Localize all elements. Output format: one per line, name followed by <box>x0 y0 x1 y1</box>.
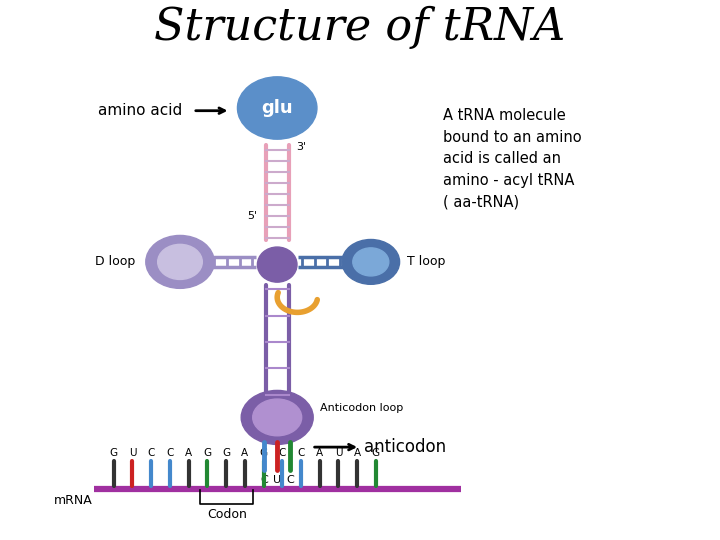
Circle shape <box>241 390 313 444</box>
Text: U: U <box>129 448 136 458</box>
Text: G: G <box>372 448 380 458</box>
Text: Anticodon loop: Anticodon loop <box>320 403 404 413</box>
Text: glu: glu <box>261 99 293 117</box>
Text: D loop: D loop <box>95 255 135 268</box>
Text: A: A <box>316 448 323 458</box>
Text: anticodon: anticodon <box>364 438 446 456</box>
Ellipse shape <box>258 247 297 282</box>
Text: Structure of tRNA: Structure of tRNA <box>154 5 566 49</box>
Text: Codon: Codon <box>207 508 247 521</box>
Text: mRNA: mRNA <box>53 494 92 507</box>
Text: A: A <box>185 448 192 458</box>
Text: G: G <box>109 448 118 458</box>
Text: C: C <box>287 475 294 485</box>
Text: A tRNA molecule
bound to an amino
acid is called an
amino - acyl tRNA
( aa-tRNA): A tRNA molecule bound to an amino acid i… <box>443 108 582 210</box>
Circle shape <box>253 399 302 436</box>
Text: C: C <box>148 448 155 458</box>
Text: 3': 3' <box>296 142 306 152</box>
Ellipse shape <box>145 235 215 288</box>
Text: G: G <box>259 448 268 458</box>
Ellipse shape <box>353 248 389 276</box>
Ellipse shape <box>238 77 317 139</box>
Text: G: G <box>203 448 212 458</box>
Text: C: C <box>261 475 268 485</box>
Ellipse shape <box>342 239 400 284</box>
Text: U: U <box>273 475 282 485</box>
Text: G: G <box>222 448 230 458</box>
Text: A: A <box>354 448 361 458</box>
Text: C: C <box>166 448 174 458</box>
Text: A: A <box>241 448 248 458</box>
Text: amino acid: amino acid <box>98 103 183 118</box>
Text: C: C <box>297 448 305 458</box>
Text: U: U <box>335 448 342 458</box>
Text: 5': 5' <box>247 211 257 221</box>
Text: C: C <box>279 448 286 458</box>
Text: T loop: T loop <box>407 255 445 268</box>
Ellipse shape <box>158 244 202 280</box>
